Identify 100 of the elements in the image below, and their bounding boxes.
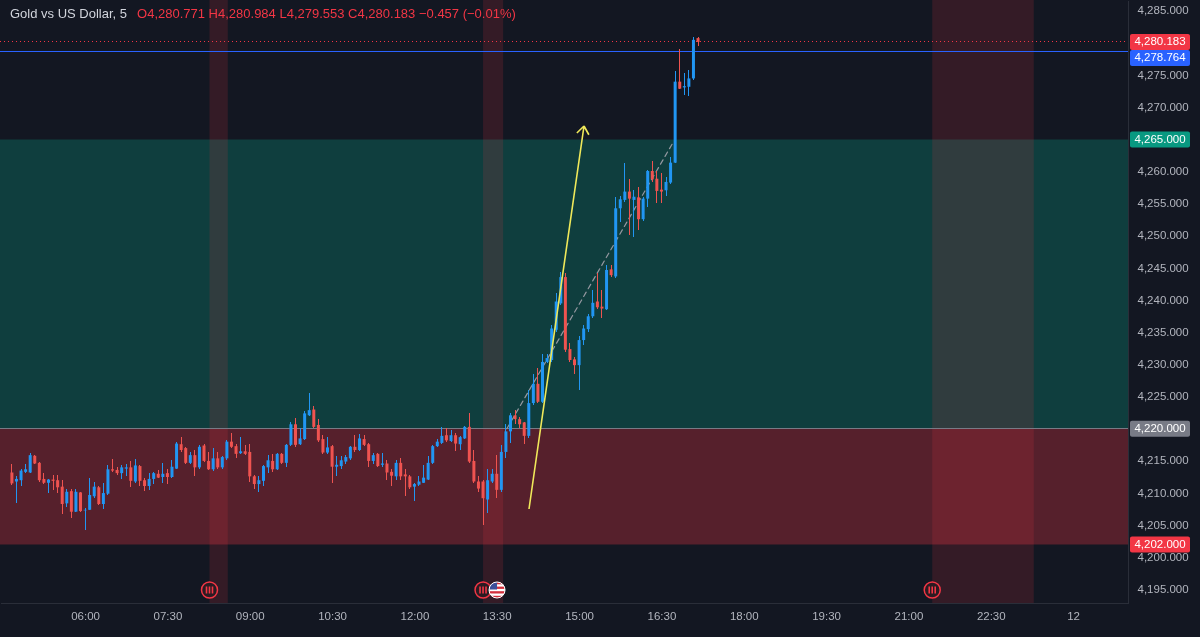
candlestick [284,443,288,468]
ref-line-label: 4,278.764 [1134,51,1187,64]
y-tick-label: 4,200.000 [1137,550,1189,563]
candlestick [687,69,691,97]
candlestick [19,468,23,487]
candlestick [147,472,151,491]
candlestick [659,172,663,203]
candlestick [600,289,604,319]
candlestick [129,460,133,488]
candlestick [618,195,622,223]
candlestick [627,178,631,236]
candlestick [133,458,137,484]
candlestick [609,264,613,278]
candlestick [481,479,485,526]
candlestick [449,429,453,443]
candlestick [632,189,636,238]
candlestick [504,423,508,459]
y-tick-label: 4,210.000 [1137,486,1189,499]
candlestick [440,426,444,445]
candlestick [650,160,654,183]
candlestick [261,464,265,487]
candlestick [582,324,586,346]
text: O4,280.771 H4,280.984 L4,279.553 C4,280.183 −0.457 (−0.01%) [137,6,516,21]
band-label: 4,202.000 [1134,538,1186,550]
y-tick-label: 4,215.000 [1137,454,1189,467]
candlestick [426,455,430,481]
candlestick [161,463,165,484]
candlestick [431,444,435,465]
candlestick [696,36,700,47]
candlestick [88,477,92,511]
y-tick-label: 4,260.000 [1137,165,1189,178]
y-tick-label: 4,250.000 [1137,229,1189,242]
candlestick [508,412,512,444]
y-tick-label: 4,230.000 [1137,358,1189,370]
candlestick [97,485,101,506]
candlestick [138,464,142,487]
candlestick [10,463,14,486]
candlestick [513,409,517,425]
candlestick [385,459,389,481]
candlestick [495,454,499,499]
candlestick [545,353,549,364]
candlestick [655,170,659,203]
x-tick-label: 15:00 [565,609,594,622]
y-tick-label: 4,240.000 [1137,293,1189,306]
candlestick [335,455,339,477]
x-tick-label: 21:00 [894,609,924,622]
x-tick-label: 22:30 [976,609,1006,622]
x-tick-label: 12 [1067,609,1081,622]
y-tick-label: 4,205.000 [1137,518,1189,531]
x-tick-label: 18:00 [729,609,759,622]
candlestick [69,488,73,519]
candlestick [307,392,311,417]
candlestick [74,488,78,513]
y-tick-label: 4,225.000 [1137,390,1189,403]
x-tick-label: 09:00 [235,609,265,622]
band-label: 4,265.000 [1134,133,1186,145]
x-tick-label: 06:00 [71,609,100,622]
x-tick-label: 07:30 [153,609,183,622]
candlestick [197,444,201,470]
candlestick [60,479,64,515]
y-tick-label: 4,270.000 [1137,100,1189,113]
candlestick [641,196,645,221]
candlestick [417,475,421,487]
y-tick-label: 4,195.000 [1137,583,1189,595]
y-tick-label: 4,245.000 [1137,261,1189,274]
candlestick [170,459,174,479]
candlestick [367,442,371,468]
candlestick [312,405,316,428]
candlestick [330,444,334,484]
candlestick [394,459,398,481]
ref-line-label: 4,220.000 [1134,422,1186,435]
candlestick [257,475,261,493]
candlestick [115,466,119,476]
candlestick [637,186,641,231]
candlestick [14,475,18,504]
candlestick [266,454,270,474]
candlestick [403,468,407,497]
candlestick [399,457,403,481]
x-tick-label: 12:00 [400,609,430,622]
candlestick [536,367,540,404]
candlestick [486,468,490,514]
candlestick [353,434,357,453]
candlestick [211,447,215,472]
candlestick [678,49,682,90]
candlestick [37,461,41,482]
y-tick-label: 4,255.000 [1137,197,1189,210]
candlestick [412,482,416,502]
y-tick-label: 4,235.000 [1137,325,1189,338]
x-tick-label: 13:30 [482,609,512,622]
text: Gold vs US Dollar, 5 [10,6,128,21]
candlestick [531,373,535,406]
candlestick [591,289,595,319]
x-tick-label: 19:30 [812,609,841,622]
ref-line-label: 4,280.183 [1134,35,1186,48]
x-tick-label: 10:30 [318,609,347,622]
candlestick [193,449,197,477]
x-tick-label: 16:30 [647,609,677,622]
y-tick-label: 4,285.000 [1137,4,1189,17]
candlestick [289,421,293,447]
candlestick [293,418,297,448]
